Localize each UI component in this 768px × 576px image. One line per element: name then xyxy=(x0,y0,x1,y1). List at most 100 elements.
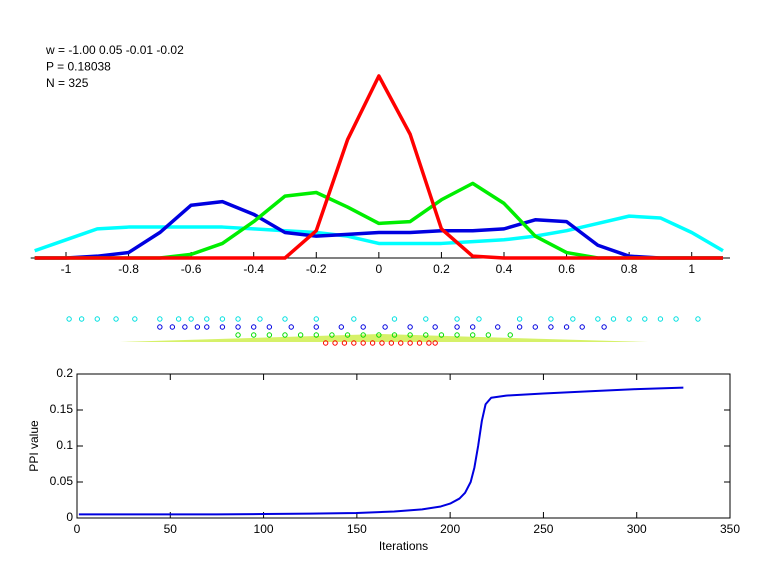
strip-point xyxy=(194,324,201,330)
x-tick-label: 150 xyxy=(347,522,367,536)
strip-point xyxy=(266,324,273,330)
strip-point xyxy=(322,340,329,346)
x-axis-label: Iterations xyxy=(379,539,428,553)
strip-point xyxy=(548,324,554,330)
strip-point xyxy=(235,324,241,330)
strip-point xyxy=(438,332,445,338)
strip-point xyxy=(332,340,338,346)
strip-point xyxy=(695,316,701,322)
data-line xyxy=(78,386,684,516)
strip-point xyxy=(282,316,288,322)
y-axis-label: PPI value xyxy=(27,420,41,472)
x-tick-label: 100 xyxy=(254,522,274,536)
plot-box xyxy=(76,373,731,519)
x-tick-label: -1 xyxy=(61,262,72,276)
strip-point xyxy=(610,316,617,322)
x-tick-label: 0.2 xyxy=(433,262,450,276)
strip-point xyxy=(94,316,100,322)
strip-point xyxy=(454,324,460,330)
strip-point xyxy=(369,340,376,346)
annotation: P = 0.18038 xyxy=(46,60,111,74)
strip-point xyxy=(313,316,319,322)
annotation: w = -1.00 0.05 -0.01 -0.02 xyxy=(45,43,184,57)
x-tick-label: -0.4 xyxy=(243,262,264,276)
strip-point xyxy=(532,324,538,330)
strip-point xyxy=(257,316,263,322)
strip-point xyxy=(360,340,366,346)
data-line xyxy=(34,199,723,260)
data-line xyxy=(34,74,723,260)
strip-point xyxy=(570,316,576,322)
strip-point xyxy=(579,324,585,330)
strip-point xyxy=(382,324,388,330)
strip-point xyxy=(351,316,357,322)
strip-point xyxy=(507,332,513,338)
strip-point xyxy=(673,316,679,322)
y-tick-label: 0.05 xyxy=(50,474,74,488)
data-line xyxy=(34,214,724,253)
strip-point xyxy=(454,316,460,322)
x-tick-label: 0.8 xyxy=(621,262,638,276)
strip-point xyxy=(470,332,476,338)
strip-point xyxy=(338,324,345,330)
strip-point xyxy=(379,340,385,346)
strip-point xyxy=(563,324,570,330)
strip-point xyxy=(398,340,404,346)
strip-point xyxy=(388,340,395,346)
strip-point xyxy=(219,324,226,330)
strip-point xyxy=(313,324,319,330)
strip-point xyxy=(416,340,423,346)
density-band xyxy=(120,334,648,342)
y-tick-label: 0.15 xyxy=(50,402,74,416)
strip-point xyxy=(642,316,648,322)
y-tick-label: 0.1 xyxy=(56,438,73,452)
strip-point xyxy=(423,332,429,338)
strip-point xyxy=(407,340,413,346)
strip-point xyxy=(219,316,226,322)
x-tick-label: 1 xyxy=(688,262,695,276)
x-tick-label: -0.8 xyxy=(118,262,139,276)
x-tick-label: 0 xyxy=(74,522,81,536)
strip-point xyxy=(376,332,382,338)
x-tick-label: -0.6 xyxy=(181,262,202,276)
strip-point xyxy=(516,316,523,322)
strip-point xyxy=(485,332,492,338)
x-tick-label: 350 xyxy=(720,522,740,536)
strip-point xyxy=(423,316,429,322)
strip-point xyxy=(329,332,335,338)
annotation: N = 325 xyxy=(46,76,89,90)
x-tick-label: 0 xyxy=(376,262,383,276)
strip-point xyxy=(391,332,398,338)
strip-point xyxy=(470,324,476,330)
x-tick-label: 250 xyxy=(533,522,553,536)
strip-point xyxy=(595,316,601,322)
strip-point xyxy=(297,332,304,338)
strip-point xyxy=(157,324,163,330)
strip-point xyxy=(288,324,294,330)
strip-point xyxy=(175,316,182,322)
strip-point xyxy=(407,324,413,330)
strip-point xyxy=(282,332,288,338)
strip-point xyxy=(432,324,438,330)
strip-point xyxy=(313,332,319,338)
strip-point xyxy=(266,332,273,338)
y-tick-label: 0 xyxy=(66,510,73,524)
strip-point xyxy=(204,324,210,330)
strip-point xyxy=(182,324,188,330)
strip-point xyxy=(344,332,351,338)
strip-point xyxy=(516,324,523,330)
strip-point xyxy=(601,324,607,330)
x-tick-label: 50 xyxy=(164,522,178,536)
x-tick-label: 300 xyxy=(627,522,647,536)
strip-point xyxy=(235,316,241,322)
strip-point xyxy=(626,316,632,322)
strip-point xyxy=(432,340,438,346)
strip-point xyxy=(476,316,482,322)
strip-point xyxy=(235,332,241,338)
x-tick-label: 0.6 xyxy=(558,262,575,276)
x-tick-label: -0.2 xyxy=(306,262,327,276)
strip-point xyxy=(657,316,664,322)
strip-point xyxy=(391,316,398,322)
